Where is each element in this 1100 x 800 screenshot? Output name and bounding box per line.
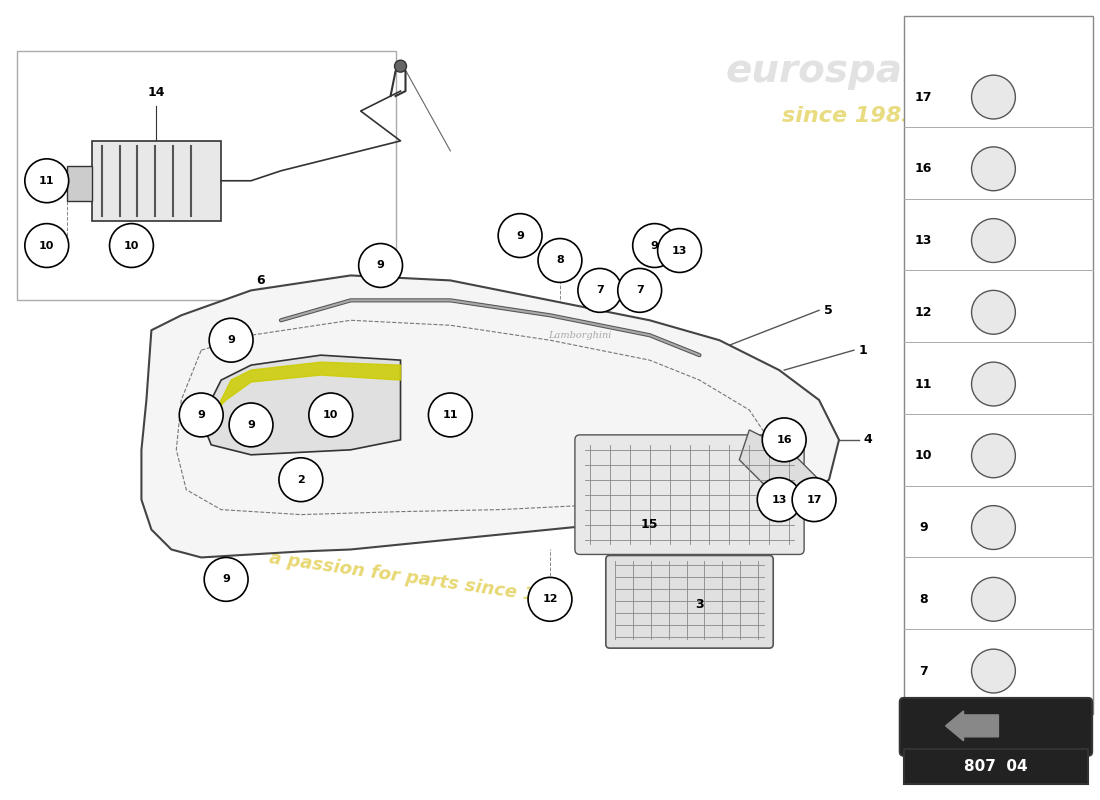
Text: Lamborghini: Lamborghini	[548, 330, 612, 340]
Bar	[904, 16, 1093, 714]
Text: 8: 8	[557, 255, 564, 266]
Text: 10: 10	[40, 241, 54, 250]
Circle shape	[971, 649, 1015, 693]
Bar	[16, 51, 396, 300]
Circle shape	[25, 224, 68, 267]
Text: 2: 2	[297, 474, 305, 485]
Text: 807  04: 807 04	[964, 759, 1027, 774]
Text: 7: 7	[920, 665, 928, 678]
Circle shape	[428, 393, 472, 437]
FancyBboxPatch shape	[606, 555, 773, 648]
Text: 9: 9	[228, 335, 235, 346]
Bar	[904, 749, 1088, 784]
Text: 11: 11	[442, 410, 458, 420]
Polygon shape	[739, 430, 820, 500]
FancyBboxPatch shape	[91, 141, 221, 221]
Circle shape	[25, 159, 68, 202]
Text: 9: 9	[516, 230, 524, 241]
Text: 16: 16	[777, 435, 792, 445]
Text: 5: 5	[824, 304, 833, 317]
Text: 4: 4	[864, 434, 872, 446]
Text: eurospares: eurospares	[726, 52, 971, 90]
Text: 13: 13	[771, 494, 786, 505]
Bar	[67, 166, 91, 201]
Text: 8: 8	[920, 593, 928, 606]
Circle shape	[632, 224, 676, 267]
Text: 9: 9	[651, 241, 659, 250]
Circle shape	[971, 218, 1015, 262]
Text: 16: 16	[915, 162, 933, 175]
Text: 9: 9	[197, 410, 206, 420]
Circle shape	[359, 243, 403, 287]
Circle shape	[792, 478, 836, 522]
Text: 1: 1	[859, 344, 868, 357]
Circle shape	[538, 238, 582, 282]
Text: 10: 10	[915, 450, 933, 462]
Circle shape	[971, 75, 1015, 119]
Circle shape	[309, 393, 353, 437]
Circle shape	[971, 434, 1015, 478]
Text: 9: 9	[920, 521, 928, 534]
Text: 11: 11	[39, 176, 55, 186]
Text: 7: 7	[596, 286, 604, 295]
Circle shape	[618, 269, 661, 312]
Text: 12: 12	[915, 306, 933, 319]
Circle shape	[658, 229, 702, 273]
Circle shape	[395, 60, 407, 72]
FancyBboxPatch shape	[575, 435, 804, 554]
Circle shape	[757, 478, 801, 522]
Circle shape	[110, 224, 153, 267]
Circle shape	[762, 418, 806, 462]
Text: a passion for parts since 1985: a passion for parts since 1985	[267, 549, 573, 610]
Text: euro
spares: euro spares	[145, 346, 417, 494]
FancyBboxPatch shape	[900, 698, 1092, 756]
Text: 9: 9	[376, 261, 385, 270]
Text: 9: 9	[222, 574, 230, 584]
Text: 9: 9	[248, 420, 255, 430]
Text: 12: 12	[542, 594, 558, 604]
Polygon shape	[217, 362, 400, 410]
Circle shape	[528, 578, 572, 622]
Circle shape	[279, 458, 322, 502]
Text: 11: 11	[915, 378, 933, 390]
Polygon shape	[142, 275, 839, 558]
Text: since 1985: since 1985	[781, 106, 916, 126]
Text: 10: 10	[323, 410, 339, 420]
Text: 17: 17	[806, 494, 822, 505]
FancyArrow shape	[946, 711, 999, 741]
Text: 7: 7	[636, 286, 644, 295]
Text: 3: 3	[695, 598, 704, 610]
Circle shape	[498, 214, 542, 258]
Circle shape	[179, 393, 223, 437]
Circle shape	[971, 362, 1015, 406]
Circle shape	[578, 269, 621, 312]
Text: 14: 14	[147, 86, 165, 99]
Circle shape	[971, 290, 1015, 334]
Circle shape	[971, 506, 1015, 550]
Text: 6: 6	[256, 274, 265, 287]
Circle shape	[229, 403, 273, 447]
Text: 17: 17	[915, 90, 933, 103]
Circle shape	[971, 147, 1015, 190]
Text: 15: 15	[641, 518, 659, 531]
Circle shape	[209, 318, 253, 362]
Text: 10: 10	[124, 241, 139, 250]
Circle shape	[971, 578, 1015, 622]
Circle shape	[205, 558, 249, 602]
Text: 13: 13	[915, 234, 933, 247]
Polygon shape	[201, 355, 400, 455]
Text: 13: 13	[672, 246, 688, 255]
